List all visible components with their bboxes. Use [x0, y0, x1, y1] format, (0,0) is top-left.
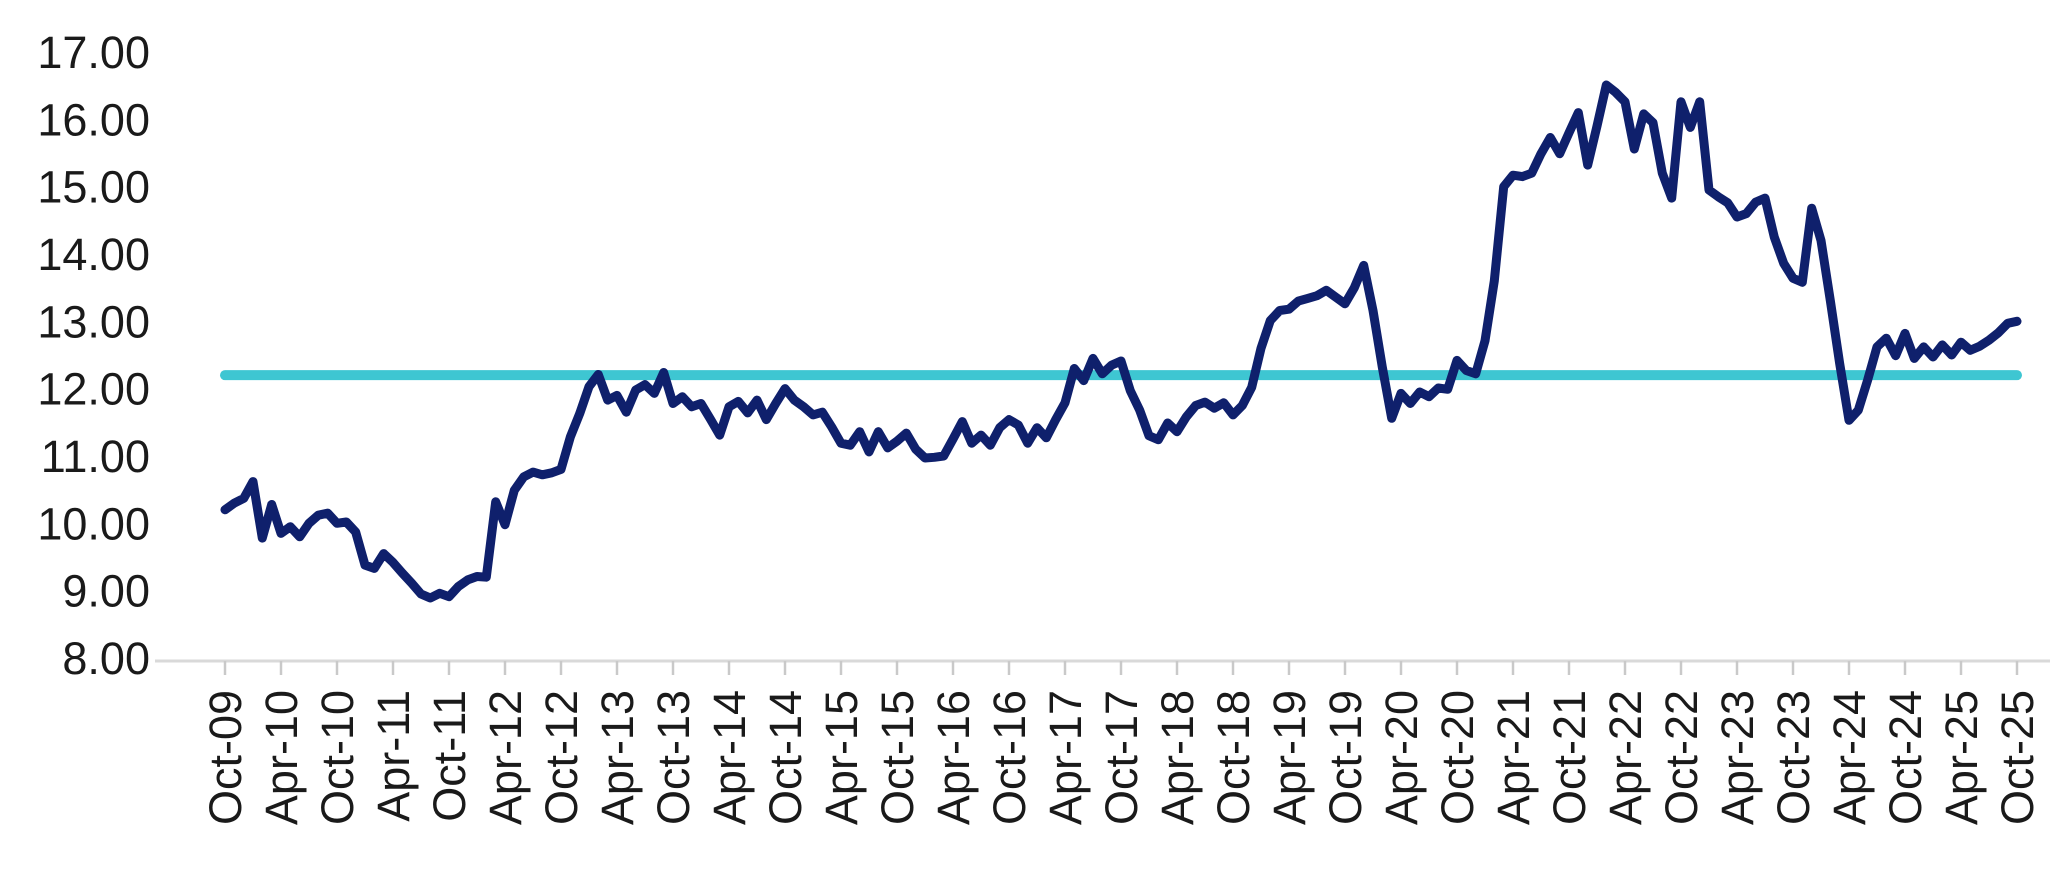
x-axis-tick-label: Oct-17 [1096, 690, 1147, 825]
y-axis-tick-label: 14.00 [37, 229, 150, 280]
x-axis-tick-label: Oct-09 [200, 690, 251, 825]
x-axis-tick-label: Apr-23 [1712, 690, 1763, 825]
x-axis-tick-label: Oct-24 [1880, 690, 1931, 825]
x-axis-tick-label: Oct-13 [648, 690, 699, 825]
x-axis-tick-label: Oct-25 [1992, 690, 2043, 825]
x-axis-tick-label: Oct-19 [1320, 690, 1371, 825]
y-axis-tick-label: 13.00 [37, 296, 150, 347]
y-axis-tick-label: 10.00 [37, 498, 150, 549]
y-axis-labels: 17.00 16.00 15.00 14.00 13.00 12.00 11.00 10.00… [37, 27, 150, 684]
x-axis-tick-label: Apr-15 [816, 690, 867, 825]
y-axis-tick-label: 8.00 [62, 633, 150, 684]
y-axis-tick-label: 11.00 [41, 431, 150, 482]
x-axis-tick-label: Apr-17 [1040, 690, 1091, 825]
x-axis-tick-label: Oct-20 [1432, 690, 1483, 825]
y-axis-tick-label: 9.00 [62, 566, 150, 617]
x-axis-tick-label: Oct-22 [1656, 690, 1707, 825]
x-axis-tick-label: Oct-12 [536, 690, 587, 825]
x-axis-tick-label: Apr-10 [256, 690, 307, 825]
x-axis-tick-label: Apr-12 [480, 690, 531, 825]
x-axis-tick-label: Apr-13 [592, 690, 643, 825]
x-axis-tick-label: Apr-24 [1824, 690, 1875, 825]
x-axis-tick-label: Apr-22 [1600, 690, 1651, 825]
x-axis-tick-label: Apr-21 [1488, 690, 1539, 825]
x-axis-tick-label: Oct-21 [1544, 690, 1595, 825]
x-axis-tick-marks [223, 661, 2019, 675]
x-axis-tick-label: Oct-14 [760, 690, 811, 825]
x-axis-tick-label: Oct-15 [872, 690, 923, 825]
x-axis-tick-label: Oct-11 [424, 690, 475, 822]
x-axis-tick-label: Apr-14 [704, 690, 755, 825]
x-axis-tick-label: Oct-10 [312, 690, 363, 825]
x-axis-tick-label: Apr-25 [1936, 690, 1987, 825]
y-axis-tick-label: 17.00 [37, 27, 150, 78]
x-axis-tick-label: Apr-20 [1376, 690, 1427, 825]
x-axis-tick-label: Apr-11 [368, 690, 419, 822]
x-axis-tick-label: Apr-18 [1152, 690, 1203, 825]
x-axis-tick-label: Apr-16 [928, 690, 979, 825]
x-axis-labels: Oct-09 Apr-10 Oct-10 Apr-11 Oct-11 Apr-12 Oct-… [200, 690, 2043, 825]
y-axis-tick-label: 16.00 [37, 94, 150, 145]
x-axis-tick-label: Apr-19 [1264, 690, 1315, 825]
y-axis-tick-label: 15.00 [37, 162, 150, 213]
y-axis-tick-label: 12.00 [37, 364, 150, 415]
x-axis-tick-label: Oct-16 [984, 690, 1035, 825]
data-series-line [220, 80, 2022, 603]
x-axis-tick-label: Oct-18 [1208, 690, 1259, 825]
x-axis-tick-label: Oct-23 [1768, 690, 1819, 825]
